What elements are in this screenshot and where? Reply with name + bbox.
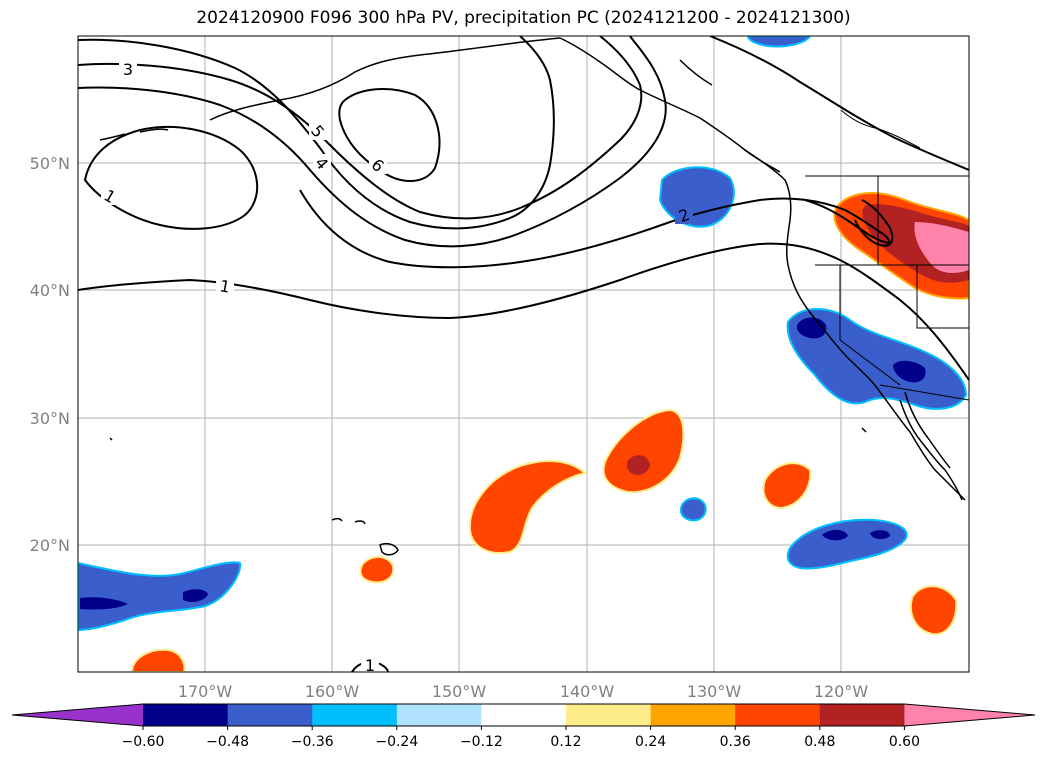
colorbar-segment	[481, 704, 567, 726]
lon-tick-label: 160°W	[305, 682, 360, 701]
colorbar-tick-label: 0.48	[804, 734, 835, 750]
precip-area-east-central	[602, 408, 685, 494]
pv-contour-labels: 3 5 4 6 1 2 1 1	[101, 60, 693, 675]
longitude-labels: 170°W 160°W 150°W 140°W 130°W 120°W	[178, 682, 869, 701]
precip-area-central-pacific	[468, 460, 588, 554]
colorbar-extend-low	[12, 704, 143, 726]
coastlines	[99, 37, 966, 556]
colorbar-segment	[227, 704, 313, 726]
pv-contour-2-east	[854, 199, 894, 247]
precip-positive-areas	[130, 36, 969, 672]
lon-tick-label: 170°W	[178, 682, 233, 701]
pv-contour-northeast	[709, 36, 969, 171]
precip-area-north-top	[746, 36, 812, 48]
lon-tick-label: 140°W	[560, 682, 615, 701]
pv-contour-1-south	[351, 661, 389, 672]
precip-area-mid-pacific	[679, 497, 707, 522]
colorbar-tick-label: −0.36	[291, 734, 334, 750]
colorbar-tick-label: 0.12	[550, 734, 581, 750]
pv-contour-4	[78, 36, 667, 248]
colorbar-segment	[819, 704, 905, 726]
colorbar-tick-label: −0.48	[206, 734, 249, 750]
lat-tick-label: 30°N	[30, 409, 70, 428]
colorbar-tick-label: −0.24	[375, 734, 418, 750]
precip-area-hawaii	[359, 555, 395, 584]
lon-tick-label: 120°W	[814, 682, 869, 701]
lat-tick-label: 40°N	[30, 281, 70, 300]
map-title: 2024120900 F096 300 hPa PV, precipitatio…	[196, 8, 851, 28]
pv-contour-6	[338, 88, 441, 182]
map-border	[77, 35, 970, 673]
colorbar-segment	[650, 704, 736, 726]
lat-tick-label: 20°N	[30, 536, 70, 555]
pv-contour-5	[78, 36, 555, 230]
lon-tick-label: 130°W	[687, 682, 742, 701]
colorbar: −0.60 −0.48 −0.36 −0.24 −0.12 0.12 0.24 0.36 0.4…	[11, 703, 1036, 750]
contour-label: 3	[123, 60, 133, 79]
pv-contour-3	[78, 36, 643, 220]
pv-contour-1-west	[83, 125, 259, 230]
colorbar-segment	[312, 704, 398, 726]
colorbar-segment	[566, 704, 652, 726]
precip-area-baja-offshore	[910, 585, 958, 636]
colorbar-tick-label: 0.36	[720, 734, 751, 750]
colorbar-extend-high	[904, 704, 1035, 726]
lon-tick-label: 150°W	[432, 682, 487, 701]
latitude-labels: 50°N 40°N 30°N 20°N	[30, 154, 70, 555]
precip-area-hawaii-west	[78, 561, 242, 632]
precip-area-south	[130, 648, 186, 672]
political-borders	[805, 109, 969, 401]
pv-contour-2	[299, 189, 891, 269]
precip-area-east-subtropical	[762, 462, 812, 510]
contour-label: 1	[365, 656, 375, 675]
precip-area-california-offshore	[786, 308, 968, 410]
contour-label: 1	[218, 276, 231, 296]
colorbar-segment	[396, 704, 482, 726]
colorbar-tick-label: −0.12	[460, 734, 503, 750]
colorbar-tick-label: 0.24	[635, 734, 666, 750]
colorbar-segment	[143, 704, 229, 726]
colorbar-tick-label: −0.60	[122, 734, 165, 750]
colorbar-segment	[735, 704, 821, 726]
colorbar-tick-label: 0.60	[889, 734, 920, 750]
lat-tick-label: 50°N	[30, 154, 70, 173]
